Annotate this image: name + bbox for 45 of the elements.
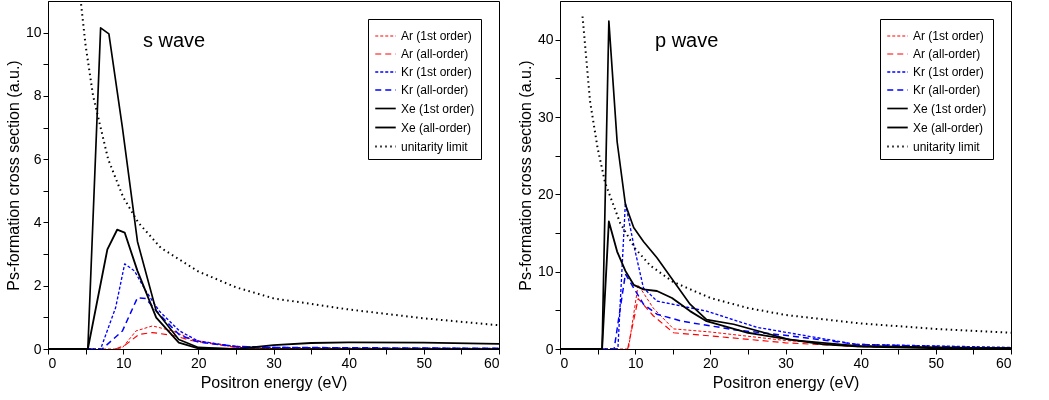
- x-tick-label: 20: [703, 354, 719, 371]
- legend-label: Ar (all-order): [913, 47, 981, 61]
- legend-label: Xe (all-order): [401, 120, 472, 135]
- text: s wave: [143, 29, 206, 51]
- x-tick-label: 60: [483, 354, 500, 371]
- x-tick-label: 50: [928, 354, 945, 371]
- y-tick-label: 10: [25, 24, 42, 41]
- legend-label: Kr (all-order): [913, 83, 981, 97]
- x-tick-label: 50: [416, 354, 433, 371]
- x-tick-label: 30: [266, 354, 282, 371]
- y-tick-label: 20: [537, 185, 554, 202]
- legend-label: Ar (1st order): [913, 29, 984, 43]
- x-tick-label: 40: [341, 354, 358, 371]
- x-tick-label: 20: [191, 354, 207, 371]
- x-axis-title: Positron energy (eV): [200, 373, 348, 391]
- y-axis-title: Ps-formation cross section (a.u.): [516, 60, 534, 291]
- y-tick-label: 0: [545, 340, 554, 357]
- y-tick-label: 0: [33, 340, 42, 357]
- x-tick-label: 0: [560, 354, 569, 371]
- y-tick-label: 2: [33, 277, 42, 294]
- legend-label: Ar (1st order): [401, 29, 472, 43]
- y-axis-title: Ps-formation cross section (a.u.): [4, 60, 22, 291]
- x-axis-title: Positron energy (eV): [712, 373, 860, 391]
- legend-label: unitarity limit: [401, 139, 469, 154]
- x-tick-label: 10: [627, 354, 644, 371]
- legend-label: Kr (1st order): [401, 65, 472, 79]
- legend-label: Xe (all-order): [913, 120, 984, 135]
- x-tick-label: 0: [48, 354, 57, 371]
- x-tick-label: 30: [778, 354, 794, 371]
- legend-label: Ar (all-order): [401, 47, 469, 61]
- y-tick-label: 6: [33, 150, 42, 167]
- y-tick-label: 8: [33, 87, 42, 104]
- legend-label: Kr (all-order): [401, 83, 469, 97]
- x-tick-label: 40: [853, 354, 870, 371]
- text: p wave: [655, 29, 719, 51]
- legend-label: Xe (1st order): [401, 101, 475, 116]
- y-tick-label: 10: [537, 263, 554, 280]
- legend-label: Kr (1st order): [913, 65, 984, 79]
- legend-label: unitarity limit: [913, 139, 981, 154]
- y-tick-label: 4: [33, 213, 42, 230]
- x-tick-label: 60: [995, 354, 1012, 371]
- x-tick-label: 10: [115, 354, 132, 371]
- y-tick-label: 40: [537, 31, 554, 48]
- y-tick-label: 30: [537, 108, 554, 125]
- legend-label: Xe (1st order): [913, 101, 987, 116]
